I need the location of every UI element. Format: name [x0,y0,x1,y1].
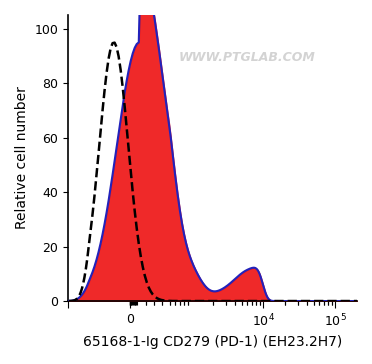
X-axis label: 65168-1-Ig CD279 (PD-1) (EH23.2H7): 65168-1-Ig CD279 (PD-1) (EH23.2H7) [83,335,342,349]
Y-axis label: Relative cell number: Relative cell number [15,87,29,229]
Text: WWW.PTGLAB.COM: WWW.PTGLAB.COM [179,51,316,64]
